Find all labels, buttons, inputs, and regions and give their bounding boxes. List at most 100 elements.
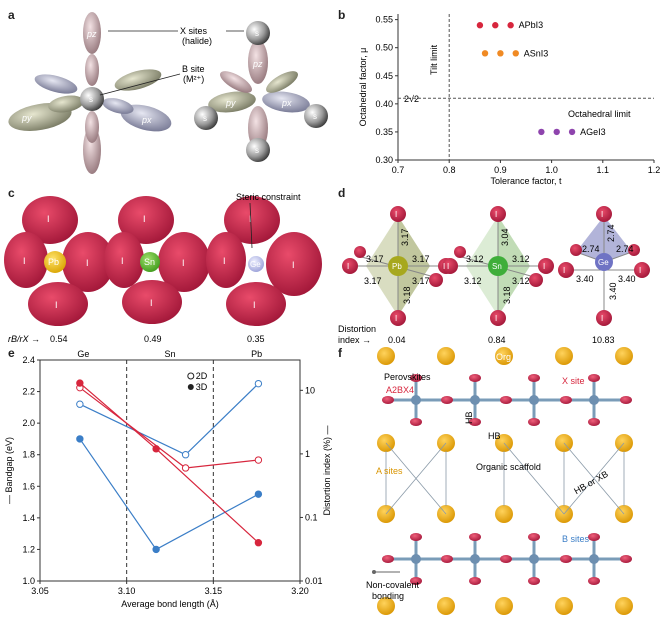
halide-label: I xyxy=(395,210,397,219)
halide-label: I xyxy=(86,258,89,268)
data-point xyxy=(254,490,263,498)
halide-label: I xyxy=(47,214,50,224)
ratio-label: rB/rX → xyxy=(8,334,40,344)
halide-label: I xyxy=(563,266,565,275)
panel-label-c: c xyxy=(8,186,15,200)
halide-label: I xyxy=(601,314,603,323)
x-sites-label: X sites xyxy=(180,26,208,36)
halide-label: I xyxy=(182,258,185,268)
data-point xyxy=(254,539,263,547)
x-site-halide xyxy=(410,533,422,541)
a-site-cation xyxy=(437,347,455,365)
cluster-ge xyxy=(206,196,322,326)
data-point xyxy=(181,451,190,459)
distortion-label-2: index → xyxy=(338,335,371,345)
x-site-halide xyxy=(441,396,453,404)
x-site-halide xyxy=(469,418,481,426)
series-label: AGeI3 xyxy=(580,127,606,137)
b-site-cation xyxy=(589,554,599,564)
halide-label: I xyxy=(150,298,153,308)
y-tick-label: 0.35 xyxy=(375,127,393,137)
y2-axis-title: Distortion index (%) — xyxy=(322,425,332,515)
b-site-cation xyxy=(589,395,599,405)
cluster-pb xyxy=(4,196,114,326)
org-label: Org xyxy=(496,352,511,362)
distortion-index-ge: 10.83 xyxy=(592,335,615,345)
bond-length-pb: 3.17 xyxy=(364,276,382,286)
x-site-halide xyxy=(410,374,422,382)
distortion-label: Distortion xyxy=(338,324,376,334)
x-site-halide xyxy=(469,533,481,541)
x-tick-label: 3.05 xyxy=(31,586,49,596)
y-tick-label: 0.30 xyxy=(375,155,393,165)
series-line xyxy=(79,383,259,456)
y-tick-label: 1.8 xyxy=(22,450,35,460)
a-sites-label: A sites xyxy=(376,466,403,476)
y-tick-label: 0.50 xyxy=(375,43,393,53)
octahedral-limit-label: Octahedral limit xyxy=(568,109,631,119)
y-tick-label: 0.40 xyxy=(375,99,393,109)
a-site-cation xyxy=(495,597,513,615)
x-site-label: X site xyxy=(562,376,585,386)
orbital-px-label-left: px xyxy=(141,115,152,125)
panel-label-d: d xyxy=(338,186,346,200)
y-tick-label: 0.45 xyxy=(375,71,393,81)
bond-length-ge: 3.40 xyxy=(618,274,636,284)
x-site-halide xyxy=(620,555,632,563)
x-site-halide xyxy=(469,577,481,585)
chart-e-bandgap-distortion: 3.05 3.10 3.15 3.20 1.0 1.2 1.4 1.6 1.8 2.0 2.2 2.4… xyxy=(4,349,332,609)
panel-d-octahedra: I I I I I I I I I I I I Pb Sn Ge 3.17 3.… xyxy=(338,206,650,345)
halide-label: I xyxy=(55,300,58,310)
b-site-cation xyxy=(470,554,480,564)
data-point xyxy=(553,128,560,136)
cluster-sn xyxy=(104,196,210,324)
panel-c-steric: I I I I I I I I I I I I Pb Sn Ge Steric … xyxy=(4,192,322,344)
bond-length-sn: 3.12 xyxy=(512,254,530,264)
data-point xyxy=(152,545,160,554)
x-tick-label: 3.10 xyxy=(118,586,136,596)
orbital-s-label-bottom: s xyxy=(255,146,259,155)
orbital-pz-label-right: pz xyxy=(252,59,263,69)
orbital-py-label-right: py xyxy=(225,98,236,108)
a-site-cation xyxy=(495,505,513,523)
data-point xyxy=(254,456,263,464)
halide-label: I xyxy=(495,314,497,323)
data-point xyxy=(476,22,484,29)
hb-or-xb-label: HB or XB xyxy=(572,469,609,496)
perovskites-label: Perovskites xyxy=(384,372,431,382)
bond-length-ge: 3.40 xyxy=(608,282,618,300)
x-tick-label: 3.20 xyxy=(291,586,309,596)
legend-2d: 2D xyxy=(196,371,208,381)
data-point xyxy=(254,379,263,388)
bond-length-sn: 3.18 xyxy=(502,286,512,304)
steric-constraint-label: Steric constraint xyxy=(236,192,301,202)
a-site-cation xyxy=(495,347,513,365)
scaffold-link xyxy=(503,442,565,515)
panel-f-2d-perovskite: Perovskites A2BX4 Org X site HB HB A sit… xyxy=(366,347,633,615)
a-site-cation xyxy=(377,347,395,365)
x-tick-label: 3.15 xyxy=(205,586,223,596)
a-site-cation xyxy=(555,597,573,615)
halide-label: I xyxy=(253,300,256,310)
data-point xyxy=(76,435,84,443)
y-tick-label: 1.4 xyxy=(22,513,35,523)
hb-label-1: HB xyxy=(464,411,474,424)
legend-filled-marker xyxy=(187,384,194,390)
x-tick-label: 1.2 xyxy=(648,165,661,175)
b-site-cation xyxy=(470,395,480,405)
y2-tick-label: 1 xyxy=(305,449,310,459)
hb-label-2: HB xyxy=(488,431,501,441)
x-site-halide xyxy=(500,555,512,563)
x-site-orbital-cluster xyxy=(194,21,328,162)
bond-length-sn: 3.04 xyxy=(500,228,510,246)
data-point xyxy=(512,50,519,57)
b-site-cation xyxy=(411,395,421,405)
a-site-cation xyxy=(615,347,633,365)
legend-open-marker xyxy=(187,372,195,380)
y-axis-title: — Bandgap (eV) xyxy=(4,437,14,504)
x-tick-label: 0.9 xyxy=(494,165,507,175)
noncovalent-label: Non-covalent xyxy=(366,580,420,590)
chart-b-tolerance-octahedral: 0.7 0.8 0.9 1.0 1.1 1.2 0.30 0.35 0.40 0.45 0.50 0.… xyxy=(358,14,661,186)
halide-label: I xyxy=(23,256,26,266)
orbital-s-label-right2: s xyxy=(313,112,317,121)
